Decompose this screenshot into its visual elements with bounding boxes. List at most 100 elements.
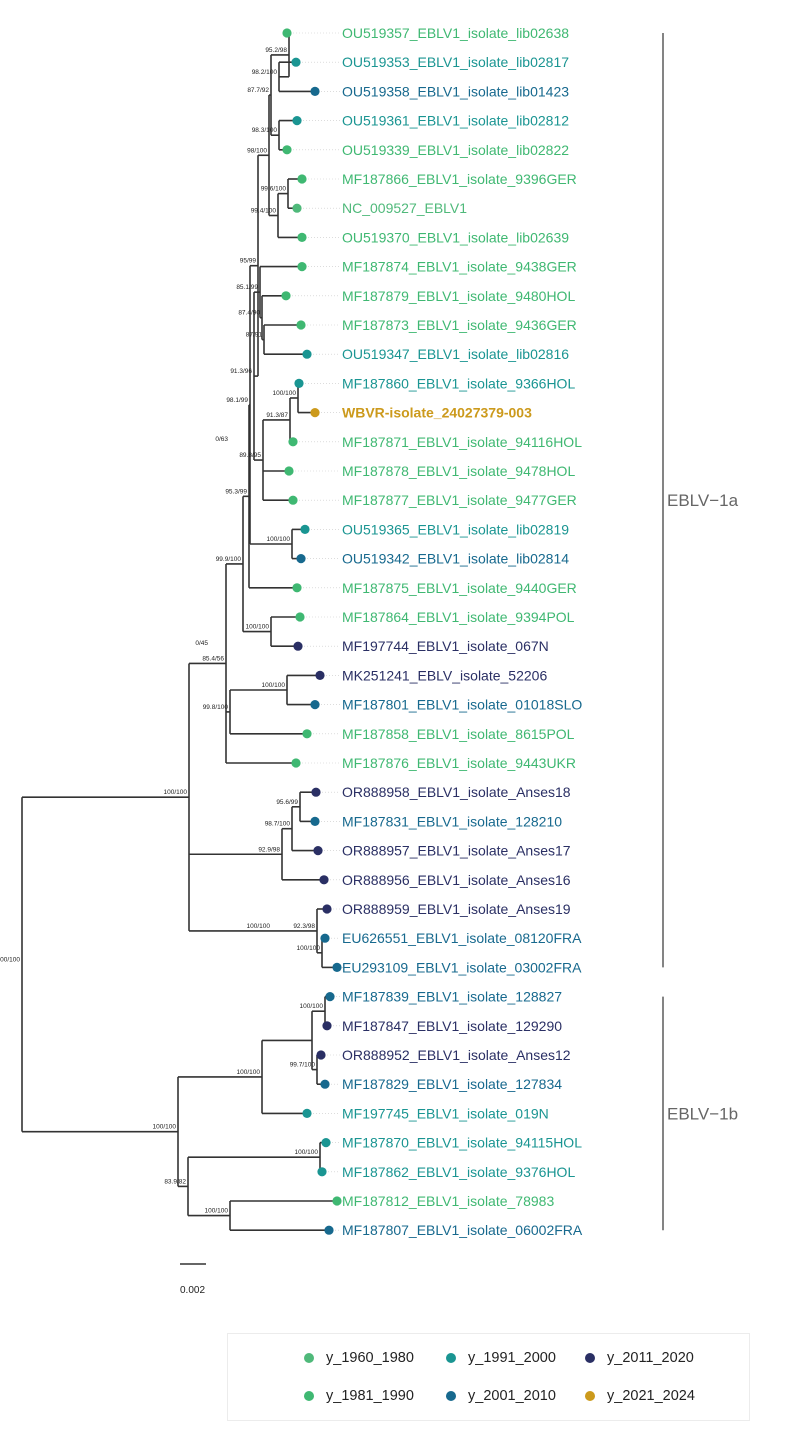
support-value: 99.6/100 [261, 186, 287, 193]
tip-label: MF187864_EBLV1_isolate_9394POL [342, 609, 575, 625]
clade-label: EBLV−1b [667, 1104, 738, 1123]
tip-label: OU519353_EBLV1_isolate_lib02817 [342, 54, 569, 70]
support-value: 100/100 [0, 956, 20, 963]
tip-label: MF187878_EBLV1_isolate_9478HOL [342, 463, 575, 479]
support-value: 100/100 [237, 1069, 261, 1076]
legend-dot-icon [446, 1391, 456, 1401]
legend-item: y_1960_1980 [304, 1350, 414, 1366]
tip-label: EU626551_EBLV1_isolate_08120FRA [342, 930, 582, 946]
support-value: 89.8/95 [239, 452, 261, 459]
support-value: 100/100 [300, 1003, 324, 1010]
support-value: 87.7/92 [247, 87, 269, 94]
tip-dot [317, 1167, 327, 1177]
legend-dot-icon [446, 1353, 456, 1363]
tip-label: OU519357_EBLV1_isolate_lib02638 [342, 25, 569, 41]
legend-dot-icon [304, 1391, 314, 1401]
tip-dot [297, 174, 307, 184]
tip-dot [288, 437, 298, 447]
legend: y_1960_1980 y_1991_2000 y_2011_2020 y_19… [227, 1333, 750, 1421]
tip-dot [310, 700, 320, 710]
support-value: 91.3/87 [266, 412, 288, 419]
tip-dot [296, 320, 306, 330]
tip-dot [311, 787, 321, 797]
support-value: 98.7/100 [265, 821, 291, 828]
tip-label: MF187858_EBLV1_isolate_8615POL [342, 726, 575, 742]
support-value: 98.1/99 [226, 397, 248, 404]
support-value: 100/100 [164, 789, 188, 796]
tip-label: OU519358_EBLV1_isolate_lib01423 [342, 83, 569, 99]
tip-label: OR888957_EBLV1_isolate_Anses17 [342, 843, 571, 859]
support-value: 100/100 [262, 682, 286, 689]
tip-label: OU519365_EBLV1_isolate_lib02819 [342, 521, 569, 537]
tip-dot [319, 875, 329, 885]
tip-dot [321, 1138, 331, 1148]
tip-label: MF187871_EBLV1_isolate_94116HOL [342, 434, 582, 450]
tip-label: MF197744_EBLV1_isolate_067N [342, 638, 549, 654]
support-value: 100/100 [246, 624, 270, 631]
legend-item: y_2001_2010 [446, 1388, 556, 1404]
support-value: 100/100 [295, 1149, 319, 1156]
support-value: 0/45 [195, 640, 208, 647]
support-value: 95/99 [240, 258, 257, 265]
tip-label: MF187874_EBLV1_isolate_9438GER [342, 259, 577, 275]
support-value: 100/100 [273, 390, 297, 397]
support-value: 98.3/100 [252, 127, 278, 134]
support-value: 98/100 [247, 147, 267, 154]
tip-label: MF187812_EBLV1_isolate_78983 [342, 1193, 554, 1209]
support-value: 0/63 [215, 436, 228, 443]
tip-label: OR888959_EBLV1_isolate_Anses19 [342, 901, 571, 917]
legend-label: y_1981_1990 [326, 1388, 414, 1404]
tip-dot [315, 670, 325, 681]
legend-dot-icon [304, 1353, 314, 1363]
tip-dot [332, 1196, 342, 1206]
tip-dot [281, 291, 291, 301]
tip-label: MF187879_EBLV1_isolate_9480HOL [342, 288, 575, 304]
support-value: 95.2/98 [265, 47, 287, 54]
legend-label: y_1991_2000 [468, 1350, 556, 1366]
support-value: 100/100 [267, 536, 291, 543]
legend-label: y_1960_1980 [326, 1350, 414, 1366]
legend-label: y_2001_2010 [468, 1388, 556, 1404]
phylogenetic-tree: 95.2/98 98.2/100 98.3/100 87.7/92 98/100 99.6… [0, 25, 739, 1296]
tip-label: MF187801_EBLV1_isolate_01018SLO [342, 697, 582, 713]
support-value: 99.4/100 [251, 208, 277, 215]
legend-dot-icon [585, 1353, 595, 1363]
tip-label: MF197745_EBLV1_isolate_019N [342, 1105, 549, 1121]
tip-label: MF187807_EBLV1_isolate_06002FRA [342, 1222, 583, 1238]
tip-dot [322, 904, 332, 914]
tip-label: MF187860_EBLV1_isolate_9366HOL [342, 375, 575, 391]
tip-dot [310, 408, 320, 418]
tip-dot [332, 962, 342, 973]
tip-dot [292, 116, 302, 126]
tip-dot [282, 28, 292, 38]
tip-label: MF187877_EBLV1_isolate_9477GER [342, 492, 577, 508]
legend-label: y_2021_2024 [607, 1388, 695, 1404]
tip-label: OR888956_EBLV1_isolate_Anses16 [342, 872, 571, 888]
support-value: 100/100 [297, 945, 321, 952]
support-value: 99.8/100 [203, 704, 229, 711]
tip-dot [322, 1021, 332, 1031]
tip-label: MF187873_EBLV1_isolate_9436GER [342, 317, 577, 333]
support-value: 99.9/100 [216, 556, 242, 563]
tip-dot [294, 378, 304, 388]
tip-dot [282, 145, 292, 155]
tip-label: MF187866_EBLV1_isolate_9396GER [342, 171, 577, 187]
tip-label: MF187839_EBLV1_isolate_128827 [342, 989, 562, 1005]
support-value: 98.2/100 [252, 69, 278, 76]
tip-label: MF187862_EBLV1_isolate_9376HOL [342, 1164, 575, 1180]
support-value: 100/100 [247, 923, 271, 930]
tip-dot [284, 466, 294, 476]
tip-dot [324, 1225, 334, 1235]
tip-dot [292, 203, 302, 213]
support-value: 87/91 [246, 332, 263, 339]
support-value: 87.4/90 [238, 310, 260, 317]
tip-label: OU519370_EBLV1_isolate_lib02639 [342, 229, 569, 245]
tip-dot [300, 524, 310, 535]
tip-dot [295, 612, 305, 622]
tip-dot [297, 232, 307, 242]
tip-label: MK251241_EBLV_isolate_52206 [342, 667, 547, 683]
support-value: 95.3/99 [225, 488, 247, 495]
tip-dot [291, 758, 301, 768]
tip-label: OU519361_EBLV1_isolate_lib02812 [342, 113, 569, 129]
tip-label: MF187870_EBLV1_isolate_94115HOL [342, 1135, 582, 1151]
